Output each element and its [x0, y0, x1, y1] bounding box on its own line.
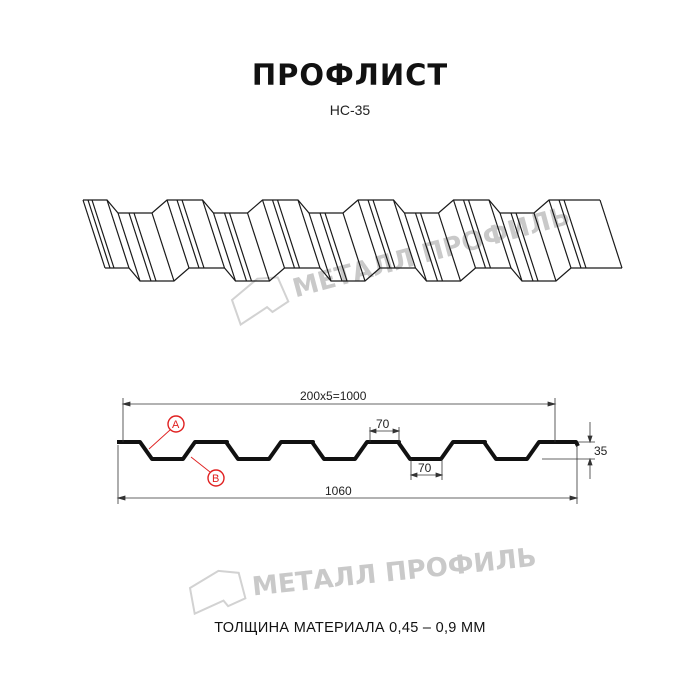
- material-thickness-note: ТОЛЩИНА МАТЕРИАЛА 0,45 – 0,9 ММ: [214, 620, 486, 636]
- svg-text:B: B: [212, 473, 219, 485]
- watermark-logo-2: МЕТАЛЛ ПРОФИЛЬ: [188, 543, 538, 616]
- sheet-edge-line: [372, 199, 396, 269]
- sheet-isometric-view: [82, 199, 623, 282]
- dimension-top-flat-label: 70: [376, 417, 390, 431]
- sheet-edge-line: [246, 212, 271, 282]
- sheet-edge-line: [533, 212, 557, 282]
- svg-text:A: A: [172, 419, 180, 431]
- sheet-edge-line: [488, 199, 512, 269]
- sheet-edge-line: [228, 212, 253, 282]
- sheet-edge-line: [419, 212, 444, 282]
- sheet-edge-line: [133, 212, 157, 282]
- sheet-edge-line: [510, 212, 534, 282]
- sheet-edge-line: [324, 212, 348, 282]
- sheet-edge-line: [87, 199, 111, 269]
- sheet-edge-line: [297, 199, 321, 269]
- sheet-edge-line: [223, 212, 248, 282]
- sheet-edge-line: [437, 212, 462, 282]
- dimension-height-label: 35: [594, 444, 608, 458]
- dimension-lines: [116, 398, 595, 504]
- sheet-cross-section: [117, 440, 580, 461]
- callout-b: B: [190, 456, 225, 487]
- sheet-edge-line: [392, 199, 417, 269]
- sheet-edge-line: [599, 199, 623, 269]
- sheet-edge-line: [414, 212, 439, 282]
- svg-text:МЕТАЛЛ ПРОФИЛЬ: МЕТАЛЛ ПРОФИЛЬ: [251, 543, 538, 603]
- sheet-edge-line: [117, 212, 141, 282]
- callout-a: A: [148, 415, 185, 450]
- sheet-edge-line: [403, 212, 428, 282]
- sheet-edge-line: [181, 199, 205, 269]
- sheet-edge-line: [128, 212, 152, 282]
- sheet-edge-line: [91, 199, 115, 269]
- sheet-edge-line: [166, 199, 190, 269]
- sheet-edge-line: [563, 199, 587, 269]
- sheet-edge-line: [515, 212, 539, 282]
- sheet-edge-line: [319, 212, 343, 282]
- sheet-edge-line: [367, 199, 391, 269]
- sheet-edge-line: [201, 199, 226, 269]
- dimension-pitch-label: 200x5=1000: [300, 389, 367, 403]
- sheet-edge-line: [151, 212, 175, 282]
- sheet-edge-line: [548, 199, 572, 269]
- svg-text:МЕТАЛЛ ПРОФИЛЬ: МЕТАЛЛ ПРОФИЛЬ: [290, 201, 574, 304]
- sheet-edge-line: [308, 212, 332, 282]
- sheet-edge-line: [271, 199, 296, 269]
- watermark-logo: МЕТАЛЛ ПРОФИЛЬ: [230, 201, 574, 327]
- sheet-edge-line: [261, 199, 286, 269]
- sheet-edge-line: [499, 212, 523, 282]
- sheet-edge-line: [357, 199, 381, 269]
- dimension-total-width-label: 1060: [325, 484, 352, 498]
- sheet-edge-line: [342, 212, 366, 282]
- page-title: ПРОФЛИСТ: [251, 58, 449, 92]
- sheet-edge-line: [452, 199, 477, 269]
- dimension-bottom-flat-label: 70: [418, 461, 432, 475]
- sheet-edge-line: [212, 212, 237, 282]
- sheet-edge-line: [82, 199, 106, 269]
- sheet-edge-line: [462, 199, 487, 269]
- sheet-profile-outline: [83, 199, 600, 214]
- sheet-profile-outline: [105, 267, 622, 282]
- model-subtitle: НС-35: [329, 102, 371, 118]
- sheet-edge-line: [276, 199, 301, 269]
- sheet-edge-line: [176, 199, 200, 269]
- sheet-edge-line: [106, 199, 130, 269]
- sheet-edge-line: [558, 199, 582, 269]
- sheet-edge-line: [467, 199, 492, 269]
